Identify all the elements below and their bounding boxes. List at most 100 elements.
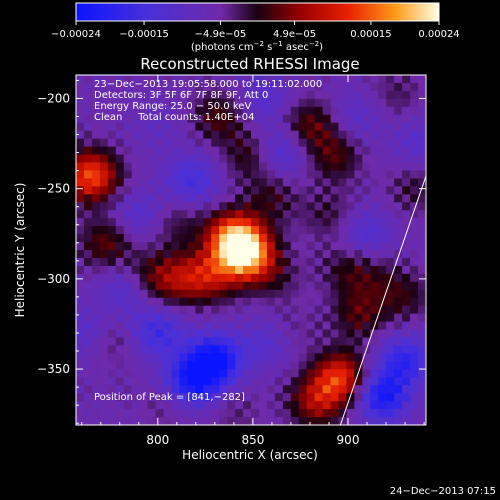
heatmap-cell [227,297,236,307]
heatmap-cell [418,154,426,163]
heatmap-cell [131,401,141,410]
heatmap-cell [147,82,157,92]
heatmap-cell [370,289,379,299]
heatmap-cell [282,273,292,283]
heatmap-cell [171,369,180,378]
heatmap-cell [338,361,347,370]
heatmap-cell [243,353,252,362]
heatmap-cell [195,146,204,156]
heatmap-cell [139,369,149,378]
heatmap-cell [306,297,316,307]
heatmap-cell [163,257,172,267]
heatmap-cell [219,313,228,323]
heatmap-cell [402,218,411,227]
heatmap-cell [115,210,125,219]
heatmap-cell [91,90,101,100]
heatmap-cell [338,289,347,299]
heatmap-cell [322,377,332,386]
heatmap-cell [322,250,332,259]
heatmap-cell [290,210,300,219]
heatmap-cell [362,122,371,132]
heatmap-cell [131,297,141,307]
heatmap-cell [179,305,188,315]
heatmap-cell [76,242,85,251]
heatmap-cell [346,122,355,132]
heatmap-cell [219,369,228,378]
heatmap-cell [99,329,109,338]
heatmap-cell [394,122,403,132]
heatmap-cell [195,409,204,418]
heatmap-cell [362,178,371,187]
heatmap-cell [306,337,316,346]
heatmap-cell [203,114,212,124]
heatmap-cell [266,281,276,291]
heatmap-cell [251,194,260,203]
heatmap-cell [298,265,308,275]
heatmap-cell [155,130,164,140]
heatmap-cell [91,146,101,156]
heatmap-cell [219,361,228,370]
heatmap-cell [76,226,85,235]
heatmap-cell [227,401,236,410]
heatmap-cell [378,178,387,187]
heatmap-cell [179,226,188,235]
heatmap-cell [266,170,276,179]
heatmap-cell [235,305,244,315]
heatmap-cell [115,345,125,354]
heatmap-cell [203,305,212,315]
heatmap-cell [219,82,228,92]
heatmap-cell [195,106,204,116]
heatmap-cell [322,186,332,195]
heatmap-cell [163,202,172,211]
heatmap-cell [171,417,180,425]
heatmap-cell [258,409,268,418]
heatmap-cell [251,273,260,283]
heatmap-cell [203,417,212,425]
heatmap-cell [107,289,117,299]
heatmap-cell [378,273,387,283]
heatmap-cell [171,329,180,338]
heatmap-cell [386,178,395,187]
heatmap-cell [258,82,268,92]
heatmap-cell [195,265,204,275]
heatmap-cell [179,257,188,267]
heatmap-cell [107,98,117,108]
heatmap-cell [290,257,300,267]
heatmap-cell [282,186,292,195]
heatmap-cell [227,90,236,100]
heatmap-cell [330,75,339,84]
heatmap-cell [235,106,244,116]
heatmap-cell [266,75,276,84]
heatmap-cell [227,417,236,425]
heatmap-cell [386,305,395,315]
heatmap-cell [378,170,387,179]
heatmap-cell [402,242,411,251]
heatmap-cell [386,154,395,163]
heatmap-cell [298,138,308,148]
heatmap-cell [290,345,300,354]
heatmap-cell [282,210,292,219]
heatmap-cell [179,297,188,307]
heatmap-cell [282,409,292,418]
heatmap-cell [266,82,276,92]
heatmap-cell [394,170,403,179]
heatmap-cell [107,305,117,315]
heatmap-cell [346,345,355,354]
heatmap-cell [402,313,411,323]
heatmap-cell [290,226,300,235]
heatmap-cell [83,417,93,425]
heatmap-cell [155,210,164,219]
heatmap-cell [362,154,371,163]
heatmap-cell [227,146,236,156]
heatmap-cell [179,146,188,156]
heatmap-cell [243,146,252,156]
heatmap-cell [378,162,387,171]
heatmap-cell [131,273,141,283]
heatmap-cell [203,234,212,243]
heatmap-cell [187,146,196,156]
heatmap-cell [274,82,284,92]
heatmap-cell [203,265,212,275]
heatmap-cell [251,130,260,140]
heatmap-cell [83,297,93,307]
